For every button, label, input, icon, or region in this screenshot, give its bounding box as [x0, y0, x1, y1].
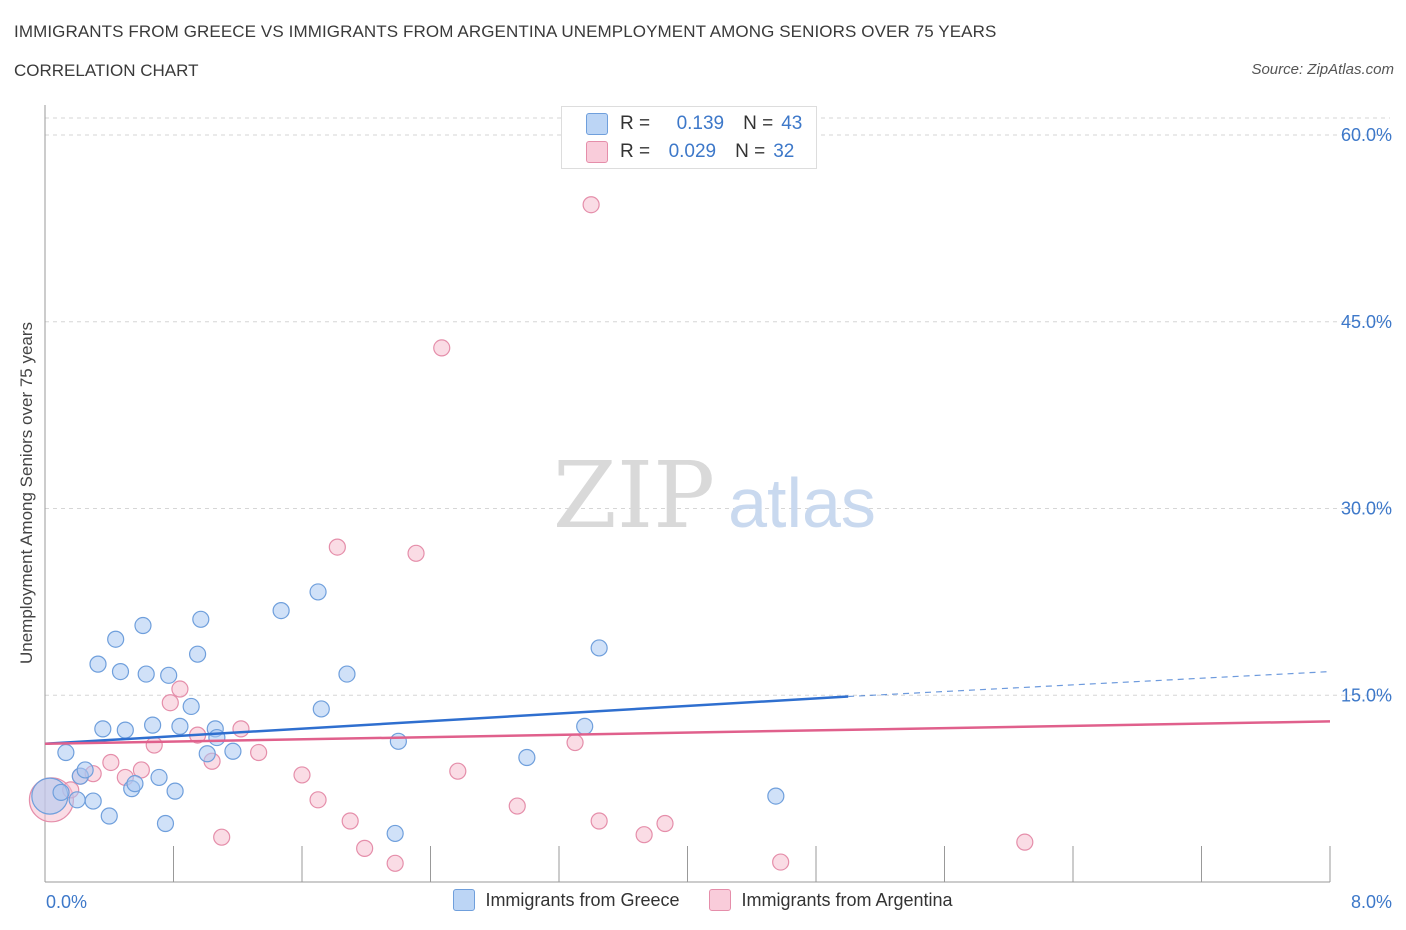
- argentina-point: [636, 827, 652, 843]
- greece-point: [90, 656, 106, 672]
- n-label: N =: [735, 141, 765, 163]
- argentina-point: [408, 545, 424, 561]
- greece-point: [172, 718, 188, 734]
- y-tick-label: 30.0%: [1341, 499, 1392, 519]
- greece-point: [117, 722, 133, 738]
- y-axis-label: Unemployment Among Seniors over 75 years: [17, 322, 37, 664]
- greece-point: [127, 776, 143, 792]
- argentina-r-value: 0.029: [656, 141, 716, 163]
- greece-point: [577, 718, 593, 734]
- argentina-swatch: [586, 141, 608, 163]
- tick-labels: 15.0% 30.0% 45.0% 60.0% 0.0% 8.0%: [46, 125, 1392, 912]
- argentina-point: [162, 695, 178, 711]
- argentina-point: [657, 815, 673, 831]
- greece-point: [161, 667, 177, 683]
- greece-point: [390, 733, 406, 749]
- greece-point: [77, 762, 93, 778]
- argentina-point: [146, 737, 162, 753]
- watermark: ZIP atlas: [553, 442, 876, 549]
- argentina-point: [357, 840, 373, 856]
- argentina-point: [310, 792, 326, 808]
- series-greece-points: [32, 584, 784, 842]
- greece-point: [167, 783, 183, 799]
- greece-point: [95, 721, 111, 737]
- argentina-point: [1017, 834, 1033, 850]
- greece-point: [209, 730, 225, 746]
- greece-point: [58, 745, 74, 761]
- greece-n-value: 43: [781, 113, 802, 135]
- stat-legend: R = 0.139 N = 43 R = 0.029 N = 32: [561, 106, 817, 169]
- series-legend: Immigrants from Greece Immigrants from A…: [0, 889, 1406, 911]
- greece-point: [190, 646, 206, 662]
- argentina-point: [509, 798, 525, 814]
- legend-item-greece[interactable]: Immigrants from Greece: [453, 889, 679, 911]
- greece-point: [138, 666, 154, 682]
- argentina-swatch: [709, 889, 731, 911]
- y-tick-label: 60.0%: [1341, 125, 1392, 145]
- argentina-point: [591, 813, 607, 829]
- argentina-point: [450, 763, 466, 779]
- legend-label-argentina: Immigrants from Argentina: [741, 890, 952, 911]
- greece-r-value: 0.139: [664, 113, 724, 135]
- argentina-point: [567, 735, 583, 751]
- argentina-point: [103, 754, 119, 770]
- stat-row-greece: R = 0.139 N = 43: [586, 111, 802, 137]
- greece-trend-extension: [848, 672, 1330, 697]
- n-label: N =: [743, 113, 773, 135]
- argentina-n-value: 32: [773, 141, 794, 163]
- greece-point: [310, 584, 326, 600]
- greece-point: [157, 815, 173, 831]
- greece-point: [135, 618, 151, 634]
- greece-point: [519, 750, 535, 766]
- argentina-point: [251, 745, 267, 761]
- y-tick-label: 45.0%: [1341, 312, 1392, 332]
- argentina-point: [233, 721, 249, 737]
- watermark-zip: ZIP: [553, 442, 715, 549]
- trend-lines: [45, 672, 1330, 744]
- argentina-point: [434, 340, 450, 356]
- series-argentina-points: [29, 197, 1032, 872]
- argentina-point: [342, 813, 358, 829]
- greece-point: [53, 784, 69, 800]
- greece-point: [313, 701, 329, 717]
- greece-point: [193, 611, 209, 627]
- argentina-point: [294, 767, 310, 783]
- grid-lines: [45, 118, 1390, 695]
- greece-point: [225, 743, 241, 759]
- argentina-point: [387, 855, 403, 871]
- greece-point: [768, 788, 784, 804]
- argentina-point: [214, 829, 230, 845]
- greece-swatch: [586, 113, 608, 135]
- greece-point: [591, 640, 607, 656]
- greece-point: [273, 603, 289, 619]
- argentina-point: [583, 197, 599, 213]
- greece-point: [183, 698, 199, 714]
- greece-point: [145, 717, 161, 733]
- greece-point: [101, 808, 117, 824]
- greece-point: [69, 792, 85, 808]
- greece-point: [85, 793, 101, 809]
- greece-point: [112, 664, 128, 680]
- greece-point: [339, 666, 355, 682]
- greece-point: [199, 746, 215, 762]
- argentina-point: [773, 854, 789, 870]
- greece-point: [387, 825, 403, 841]
- greece-point: [151, 769, 167, 785]
- legend-item-argentina[interactable]: Immigrants from Argentina: [709, 889, 952, 911]
- greece-point: [108, 631, 124, 647]
- argentina-point: [172, 681, 188, 697]
- r-label: R =: [620, 113, 650, 135]
- y-tick-label: 15.0%: [1341, 685, 1392, 705]
- watermark-atlas: atlas: [728, 464, 876, 542]
- argentina-point: [329, 539, 345, 555]
- r-label: R =: [620, 141, 650, 163]
- greece-swatch: [453, 889, 475, 911]
- stat-row-argentina: R = 0.029 N = 32: [586, 139, 794, 165]
- legend-label-greece: Immigrants from Greece: [485, 890, 679, 911]
